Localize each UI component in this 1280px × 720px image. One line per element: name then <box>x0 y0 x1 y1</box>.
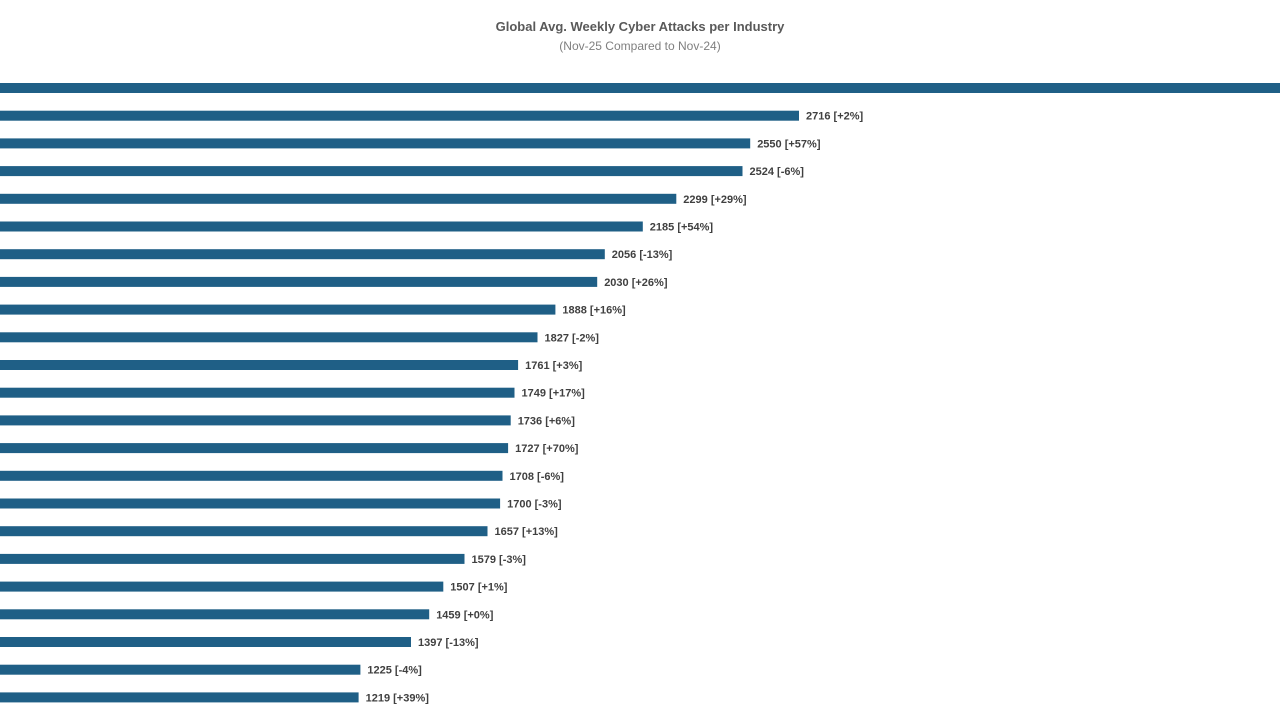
chart-subtitle: (Nov-25 Compared to Nov-24) <box>559 39 721 53</box>
bar <box>0 526 488 537</box>
bar <box>0 553 465 564</box>
bar-value-label: 1657 [+13%] <box>495 526 559 538</box>
bar-value-label: 1827 [-2%] <box>545 332 600 344</box>
bar-value-label: 2716 [+2%] <box>806 111 864 123</box>
bar-value-label: 1459 [+0%] <box>436 609 494 621</box>
bar-value-label: 1579 [-3%] <box>472 554 527 566</box>
bar-value-label: 1761 [+3%] <box>525 360 583 372</box>
bar <box>0 470 503 481</box>
bar-value-label: 1727 [+70%] <box>515 443 579 455</box>
bar <box>0 637 411 647</box>
chart-title: Global Avg. Weekly Cyber Attacks per Ind… <box>495 19 785 34</box>
bar-value-label: 1225 [-4%] <box>367 665 422 677</box>
bar-value-label: 1700 [-3%] <box>507 499 562 511</box>
bar <box>0 304 556 315</box>
bar <box>0 387 515 398</box>
bar <box>0 83 1280 93</box>
bar-value-label: 2524 [-6%] <box>750 166 805 178</box>
bar-value-label: 2299 [+29%] <box>683 194 747 206</box>
bar-value-label: 1507 [+1%] <box>450 582 508 594</box>
bar <box>0 443 509 454</box>
bar-value-label: 1397 [-13%] <box>418 637 479 649</box>
bar <box>0 498 501 509</box>
bar <box>0 332 538 343</box>
bar-value-label: 1708 [-6%] <box>510 471 565 483</box>
bar-value-label: 1736 [+6%] <box>518 415 576 427</box>
bar <box>0 249 605 260</box>
bar <box>0 360 519 370</box>
bar <box>0 193 677 204</box>
bar-value-label: 1749 [+17%] <box>522 388 586 400</box>
bar <box>0 581 444 592</box>
bar <box>0 221 643 232</box>
bar-value-label: 1888 [+16%] <box>562 305 626 317</box>
bar-value-label: 1219 [+39%] <box>366 692 430 704</box>
bar-value-label: 2030 [+26%] <box>604 277 668 289</box>
bar <box>0 138 751 149</box>
bar-value-label: 2185 [+54%] <box>650 222 714 234</box>
bar <box>0 692 359 703</box>
bar <box>0 415 511 426</box>
bar <box>0 110 799 121</box>
bar-value-label: 2056 [-13%] <box>612 249 673 261</box>
bar <box>0 276 598 287</box>
bar <box>0 609 430 620</box>
bar-value-label: 2550 [+57%] <box>757 138 821 150</box>
bar <box>0 664 361 675</box>
bar <box>0 166 743 177</box>
